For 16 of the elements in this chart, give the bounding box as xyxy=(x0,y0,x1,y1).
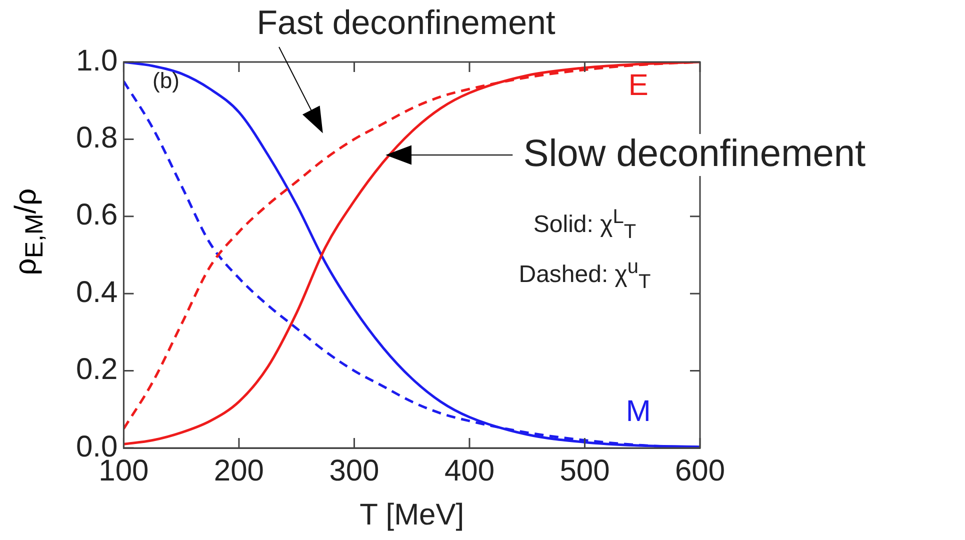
x-tick-label: 300 xyxy=(329,454,380,488)
y-tick-label: 0.4 xyxy=(76,276,118,309)
annotation: E xyxy=(628,68,648,102)
y-tick-label: 0.8 xyxy=(76,121,118,154)
annotation: M xyxy=(626,394,651,428)
text: Fast deconfinement xyxy=(256,4,556,42)
x-tick-label: 600 xyxy=(674,454,726,488)
x-axis-title: T [MeV] xyxy=(360,498,464,532)
x-tick-label: 400 xyxy=(444,454,495,488)
x-tick-label: 500 xyxy=(560,454,610,488)
y-tick-label: 0.2 xyxy=(76,353,118,386)
x-tick-label: 200 xyxy=(214,454,264,488)
y-tick-label: 1.0 xyxy=(76,44,118,78)
y-tick-label: 0.6 xyxy=(76,198,118,232)
annotation: Slow deconfinement xyxy=(521,132,868,176)
annotation: (b) xyxy=(152,68,180,94)
